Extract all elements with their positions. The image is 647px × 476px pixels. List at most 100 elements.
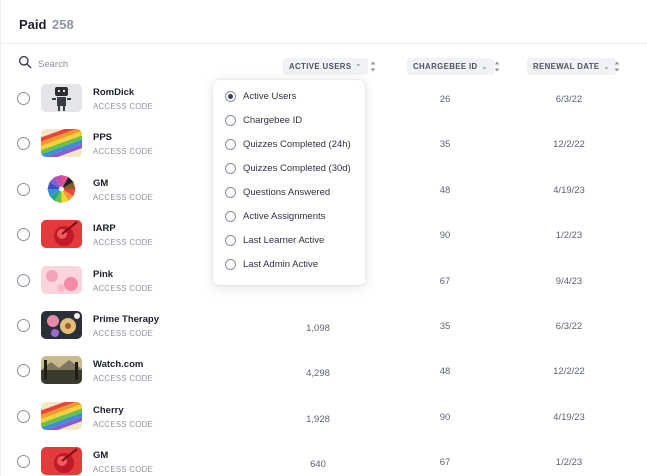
search-icon xyxy=(18,55,32,74)
radio-empty-icon xyxy=(225,258,236,270)
org-name: IARP xyxy=(93,223,116,234)
sort-option-label: Active Users xyxy=(243,90,297,102)
org-name: GM xyxy=(93,178,109,189)
sort-option-label: Active Assignments xyxy=(243,210,326,222)
sort-option-label: Chargebee ID xyxy=(243,114,303,126)
table-row[interactable]: Watch.com ACCESS CODE 4,298 48 12/2/22 xyxy=(1,347,647,392)
sort-toggle-icon[interactable] xyxy=(493,60,501,73)
org-type: ACCESS CODE xyxy=(93,329,154,338)
search-bar[interactable] xyxy=(18,55,158,73)
renewal-date-value: 6/3/22 xyxy=(555,321,583,332)
sort-option-last-admin-active[interactable]: Last Admin Active xyxy=(225,256,318,272)
pink-balloons-thumbnail xyxy=(41,266,82,294)
radio-empty-icon xyxy=(225,162,236,174)
column-header-chargebee-id[interactable]: CHARGEBEE ID ⌄ xyxy=(407,58,494,75)
org-name: Cherry xyxy=(93,405,124,416)
sort-option-last-learner-active[interactable]: Last Learner Active xyxy=(225,232,324,248)
sort-by-dropdown-menu: Active Users Chargebee ID Quizzes Comple… xyxy=(213,80,365,285)
chevron-down-icon: ⌄ xyxy=(481,63,488,71)
sort-toggle-icon[interactable] xyxy=(613,60,621,73)
org-type: ACCESS CODE xyxy=(93,374,154,383)
row-select-radio[interactable] xyxy=(17,455,30,468)
flowers-thumbnail xyxy=(41,311,82,339)
row-select-radio[interactable] xyxy=(17,319,30,332)
sort-option-active-assignments[interactable]: Active Assignments xyxy=(225,208,325,224)
org-name: PPS xyxy=(93,132,113,143)
sort-option-label: Last Learner Active xyxy=(243,234,325,246)
active-users-value: 4,298 xyxy=(306,368,330,379)
chargebee-id-value: 26 xyxy=(439,94,451,105)
renewal-date-value: 12/2/22 xyxy=(553,139,585,150)
chevron-down-icon: ⌄ xyxy=(603,63,610,71)
sort-option-label: Quizzes Completed (24h) xyxy=(243,138,351,150)
table-row[interactable]: Prime Therapy ACCESS CODE 1,098 35 6/3/2… xyxy=(1,302,647,347)
table-row[interactable]: RomDick ACCESS CODE 26 6/3/22 xyxy=(1,75,647,120)
org-type: ACCESS CODE xyxy=(93,147,154,156)
robot-thumbnail xyxy=(41,84,82,112)
column-header-renewal-date[interactable]: RENEWAL DATE ⌄ xyxy=(527,58,616,75)
page-title: Paid xyxy=(19,17,47,32)
sort-option-label: Quizzes Completed (30d) xyxy=(243,162,351,174)
chargebee-id-value: 35 xyxy=(439,139,451,150)
org-name: Watch.com xyxy=(93,359,144,370)
renewal-date-value: 9/4/23 xyxy=(555,276,583,287)
row-select-radio[interactable] xyxy=(17,410,30,423)
renewal-date-value: 1/2/23 xyxy=(555,230,583,241)
row-select-radio[interactable] xyxy=(17,364,30,377)
row-select-radio[interactable] xyxy=(17,92,30,105)
table-row[interactable]: IARP ACCESS CODE 90 1/2/23 xyxy=(1,211,647,256)
table-row[interactable]: GM ACCESS CODE 48 4/19/23 xyxy=(1,166,647,211)
chargebee-id-value: 35 xyxy=(439,321,451,332)
table-row[interactable]: PPS ACCESS CODE 35 12/2/22 xyxy=(1,120,647,165)
row-select-radio[interactable] xyxy=(17,183,30,196)
row-select-radio[interactable] xyxy=(17,274,30,287)
sort-option-quizzes-30d[interactable]: Quizzes Completed (30d) xyxy=(225,160,351,176)
renewal-date-value: 4/19/23 xyxy=(553,185,585,196)
column-label: ACTIVE USERS xyxy=(289,62,352,71)
org-name: Pink xyxy=(93,269,114,280)
chargebee-id-value: 48 xyxy=(439,185,451,196)
sort-option-label: Last Admin Active xyxy=(243,258,318,270)
active-users-value: 1,098 xyxy=(306,323,330,334)
chargebee-id-value: 90 xyxy=(439,412,451,423)
active-users-value: 640 xyxy=(310,459,326,470)
search-input[interactable] xyxy=(38,58,158,70)
sort-toggle-icon[interactable] xyxy=(369,60,377,73)
sort-option-quizzes-24h[interactable]: Quizzes Completed (24h) xyxy=(225,136,351,152)
red-abstract-thumbnail xyxy=(41,220,82,248)
row-select-radio[interactable] xyxy=(17,228,30,241)
org-type: ACCESS CODE xyxy=(93,465,154,474)
org-name: RomDick xyxy=(93,87,135,98)
renewal-date-value: 12/2/22 xyxy=(553,366,585,377)
color-wheel-thumbnail xyxy=(41,175,82,203)
active-users-value: 1,928 xyxy=(306,414,330,425)
rainbow-pencils-thumbnail xyxy=(41,129,82,157)
org-type: ACCESS CODE xyxy=(93,193,154,202)
chevron-up-icon: ⌃ xyxy=(355,63,362,71)
chargebee-id-value: 48 xyxy=(439,366,451,377)
org-name: Prime Therapy xyxy=(93,314,159,325)
table-row[interactable]: Cherry ACCESS CODE 1,928 90 4/19/23 xyxy=(1,393,647,438)
record-count: 258 xyxy=(52,17,74,32)
radio-empty-icon xyxy=(225,210,236,222)
org-type: ACCESS CODE xyxy=(93,102,154,111)
radio-empty-icon xyxy=(225,186,236,198)
column-label: RENEWAL DATE xyxy=(533,62,600,71)
sort-option-label: Questions Answered xyxy=(243,186,331,198)
sort-option-questions-answered[interactable]: Questions Answered xyxy=(225,184,330,200)
table-row[interactable]: Pink ACCESS CODE 67 9/4/23 xyxy=(1,257,647,302)
org-type: ACCESS CODE xyxy=(93,238,154,247)
row-select-radio[interactable] xyxy=(17,137,30,150)
renewal-date-value: 6/3/22 xyxy=(555,94,583,105)
chargebee-id-value: 90 xyxy=(439,230,451,241)
radio-selected-icon xyxy=(225,90,236,102)
table-row[interactable]: GM ACCESS CODE 640 67 1/2/23 xyxy=(1,438,647,476)
org-type: ACCESS CODE xyxy=(93,284,154,293)
radio-empty-icon xyxy=(225,114,236,126)
column-header-active-users[interactable]: ACTIVE USERS ⌃ xyxy=(283,58,368,75)
sort-option-active-users[interactable]: Active Users xyxy=(225,88,296,104)
radio-empty-icon xyxy=(225,234,236,246)
sort-option-chargebee-id[interactable]: Chargebee ID xyxy=(225,112,302,128)
org-type: ACCESS CODE xyxy=(93,420,154,429)
